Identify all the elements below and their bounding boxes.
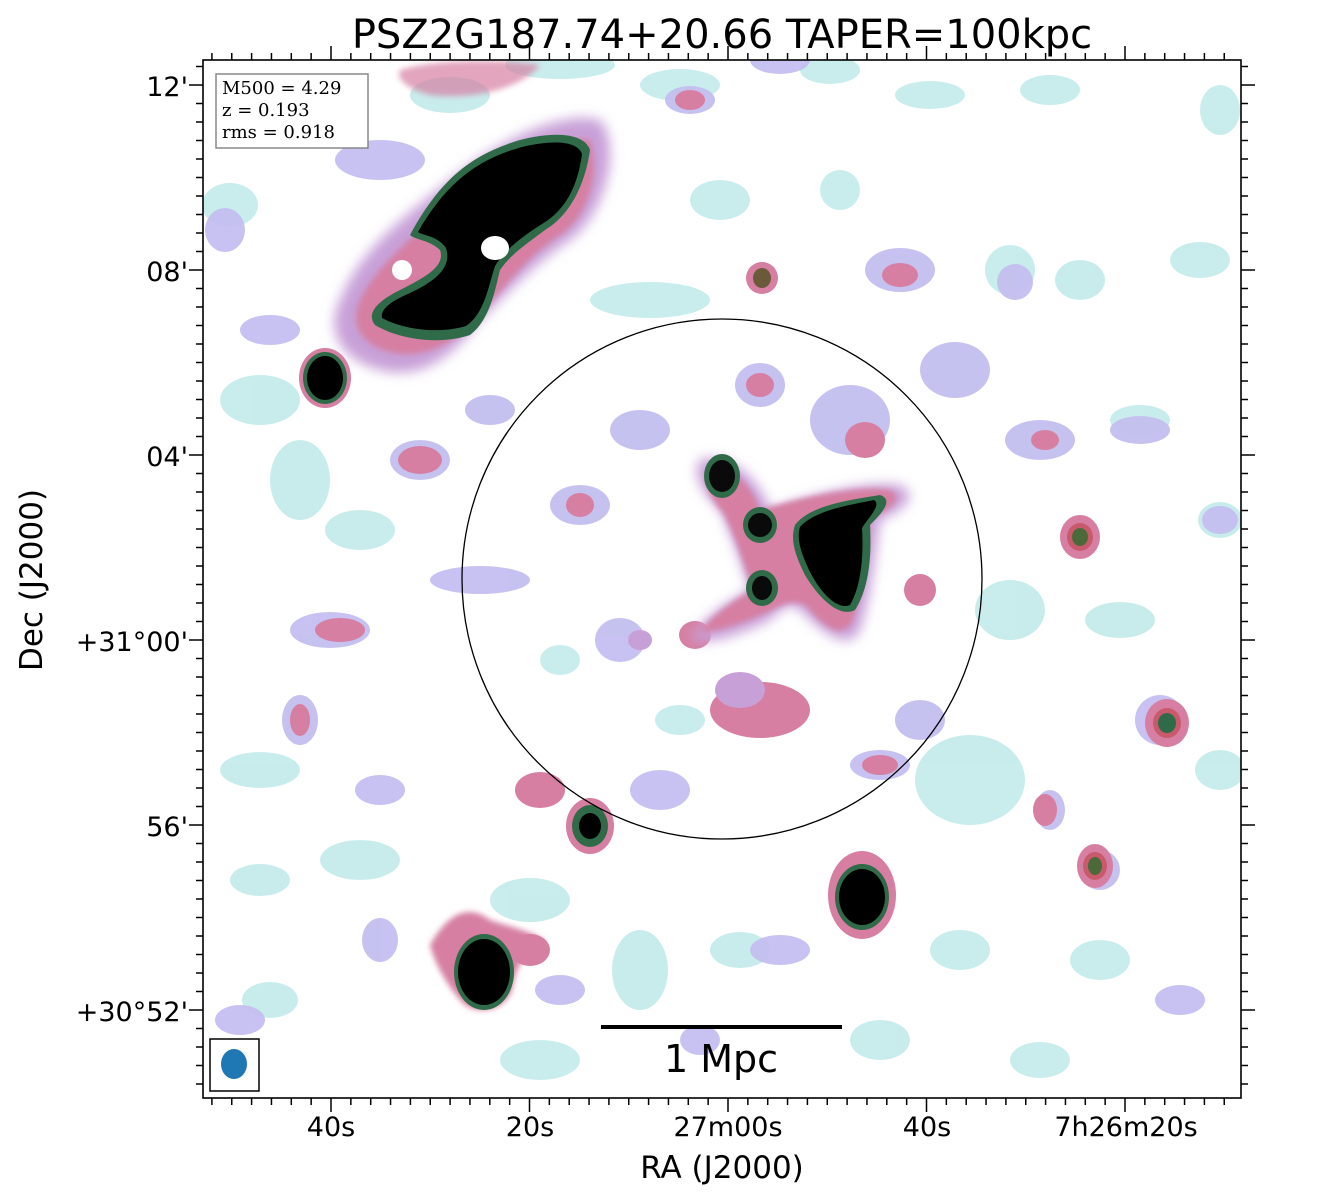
compact-source [566,798,614,854]
beam-ellipse [221,1049,247,1079]
x-axis-label: RA (J2000) [640,1150,804,1186]
x-tick-label: 27m00s [673,1112,782,1143]
info-rms: rms = 0.918 [222,122,335,143]
compact-source [430,912,545,1010]
compact-source [299,348,351,408]
x-tick-labels: 40s 20s 27m00s 40s 7h26m20s [307,1112,1198,1143]
r500-circle [461,318,983,840]
x-tick-label: 20s [506,1112,554,1143]
y-tick-label: +30°52' [76,997,188,1028]
scale-bar-label: 1 Mpc [664,1037,778,1081]
y-axis-label: Dec (J2000) [14,489,50,671]
radio-map [203,60,1241,1098]
info-box: M500 = 4.29 z = 0.193 rms = 0.918 [215,73,369,149]
x-tick-label: 7h26m20s [1054,1112,1197,1143]
y-tick-label: 12' [146,72,188,103]
plot-frame [202,59,1242,1099]
info-mass: M500 = 4.29 [222,78,341,99]
compact-source [1060,515,1100,559]
compact-source [828,851,896,939]
compact-source [1145,699,1189,747]
extended-radio-galaxy [371,134,590,341]
y-tick-labels: 12' 08' 04' +31°00' 56' +30°52' [76,72,188,1028]
info-redshift: z = 0.193 [222,100,310,121]
compact-sources [299,262,1189,1010]
scale-bar: 1 Mpc [601,1025,842,1081]
x-tick-label: 40s [903,1112,951,1143]
compact-source [1077,844,1113,888]
axis-ticks [189,46,1255,1112]
y-tick-label: 04' [146,442,188,473]
y-tick-label: 56' [146,812,188,843]
y-tick-label: +31°00' [76,627,188,658]
x-tick-label: 40s [307,1112,355,1143]
compact-source [746,262,778,294]
beam-indicator [209,1038,260,1092]
y-tick-label: 08' [146,257,188,288]
figure-title: PSZ2G187.74+20.66 TAPER=100kpc [352,12,1092,58]
cluster-core-emission [690,454,910,642]
